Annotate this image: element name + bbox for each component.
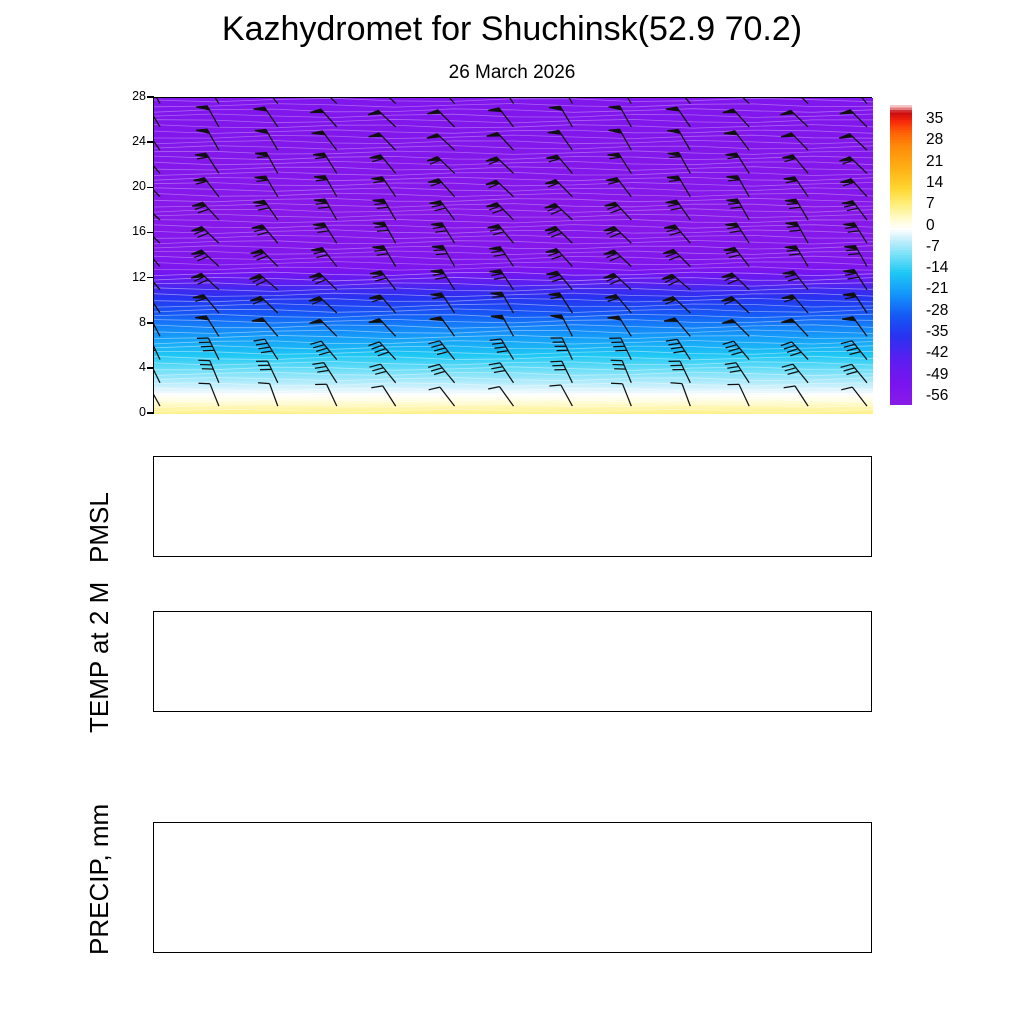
cross-section-ytick-mark [147, 367, 154, 369]
colorbar-tick-label: 0 [926, 216, 935, 234]
pmsl-plot [154, 457, 873, 558]
cross-section-ytick-mark [147, 231, 154, 234]
precip-axis-title: PRECIP, mm [84, 803, 114, 955]
colorbar-tick-label: -35 [926, 323, 949, 340]
colorbar-tick-label: -28 [926, 301, 949, 319]
colorbar-tick-label: 14 [926, 173, 944, 191]
colorbar-tick-label: 7 [926, 195, 935, 213]
colorbar-tick-label: 28 [926, 131, 944, 149]
precip-panel[interactable] [153, 822, 872, 953]
cross-section-ytick-mark [147, 276, 154, 279]
temp-panel[interactable] [153, 611, 872, 712]
colorbar-tick-label: -7 [926, 237, 940, 255]
pmsl-axis-title: PMSL [84, 492, 114, 563]
precip-plot [154, 823, 873, 954]
cross-section-ytick-mark [147, 141, 154, 143]
page-title: Kazhydromet for Shuchinsk(52.9 70.2) [221, 10, 803, 48]
colorbar-tick-label: 35 [926, 110, 944, 127]
colorbar-tick-label: -21 [926, 280, 949, 298]
temp-axis-title: TEMP at 2 M [84, 581, 114, 733]
cross-section-ytick: 12 [132, 269, 146, 284]
page-subtitle: 26 March 2026 [448, 62, 576, 83]
upper-air-cross-section-panel[interactable] [153, 97, 873, 414]
cross-section-ytick-mark [147, 96, 154, 98]
colorbar-gradient [890, 105, 912, 406]
cross-section-ytick: 20 [132, 179, 146, 194]
cross-section-ytick-mark [147, 322, 154, 324]
temp-plot [154, 612, 873, 713]
colorbar-tick-label: -42 [926, 344, 949, 362]
colorbar-tick-label: 21 [926, 152, 944, 170]
cross-section-ytick: 8 [139, 314, 146, 329]
cross-section-ytick: 28 [132, 89, 146, 103]
cross-section-ytick-mark [147, 186, 154, 189]
cross-section-ytick: 24 [132, 134, 146, 149]
colorbar-tick-label: -14 [926, 259, 949, 277]
colorbar-tick-label: -49 [926, 365, 949, 383]
cross-section-ytick: 0 [139, 405, 146, 419]
colorbar [890, 105, 912, 406]
cross-section-ytick: 4 [139, 359, 146, 374]
cross-section-plot [154, 98, 873, 414]
cross-section-ytick: 16 [132, 224, 146, 239]
pmsl-panel[interactable] [153, 456, 872, 557]
colorbar-tick-label: -56 [926, 386, 949, 404]
cross-section-ytick-mark [147, 412, 154, 414]
